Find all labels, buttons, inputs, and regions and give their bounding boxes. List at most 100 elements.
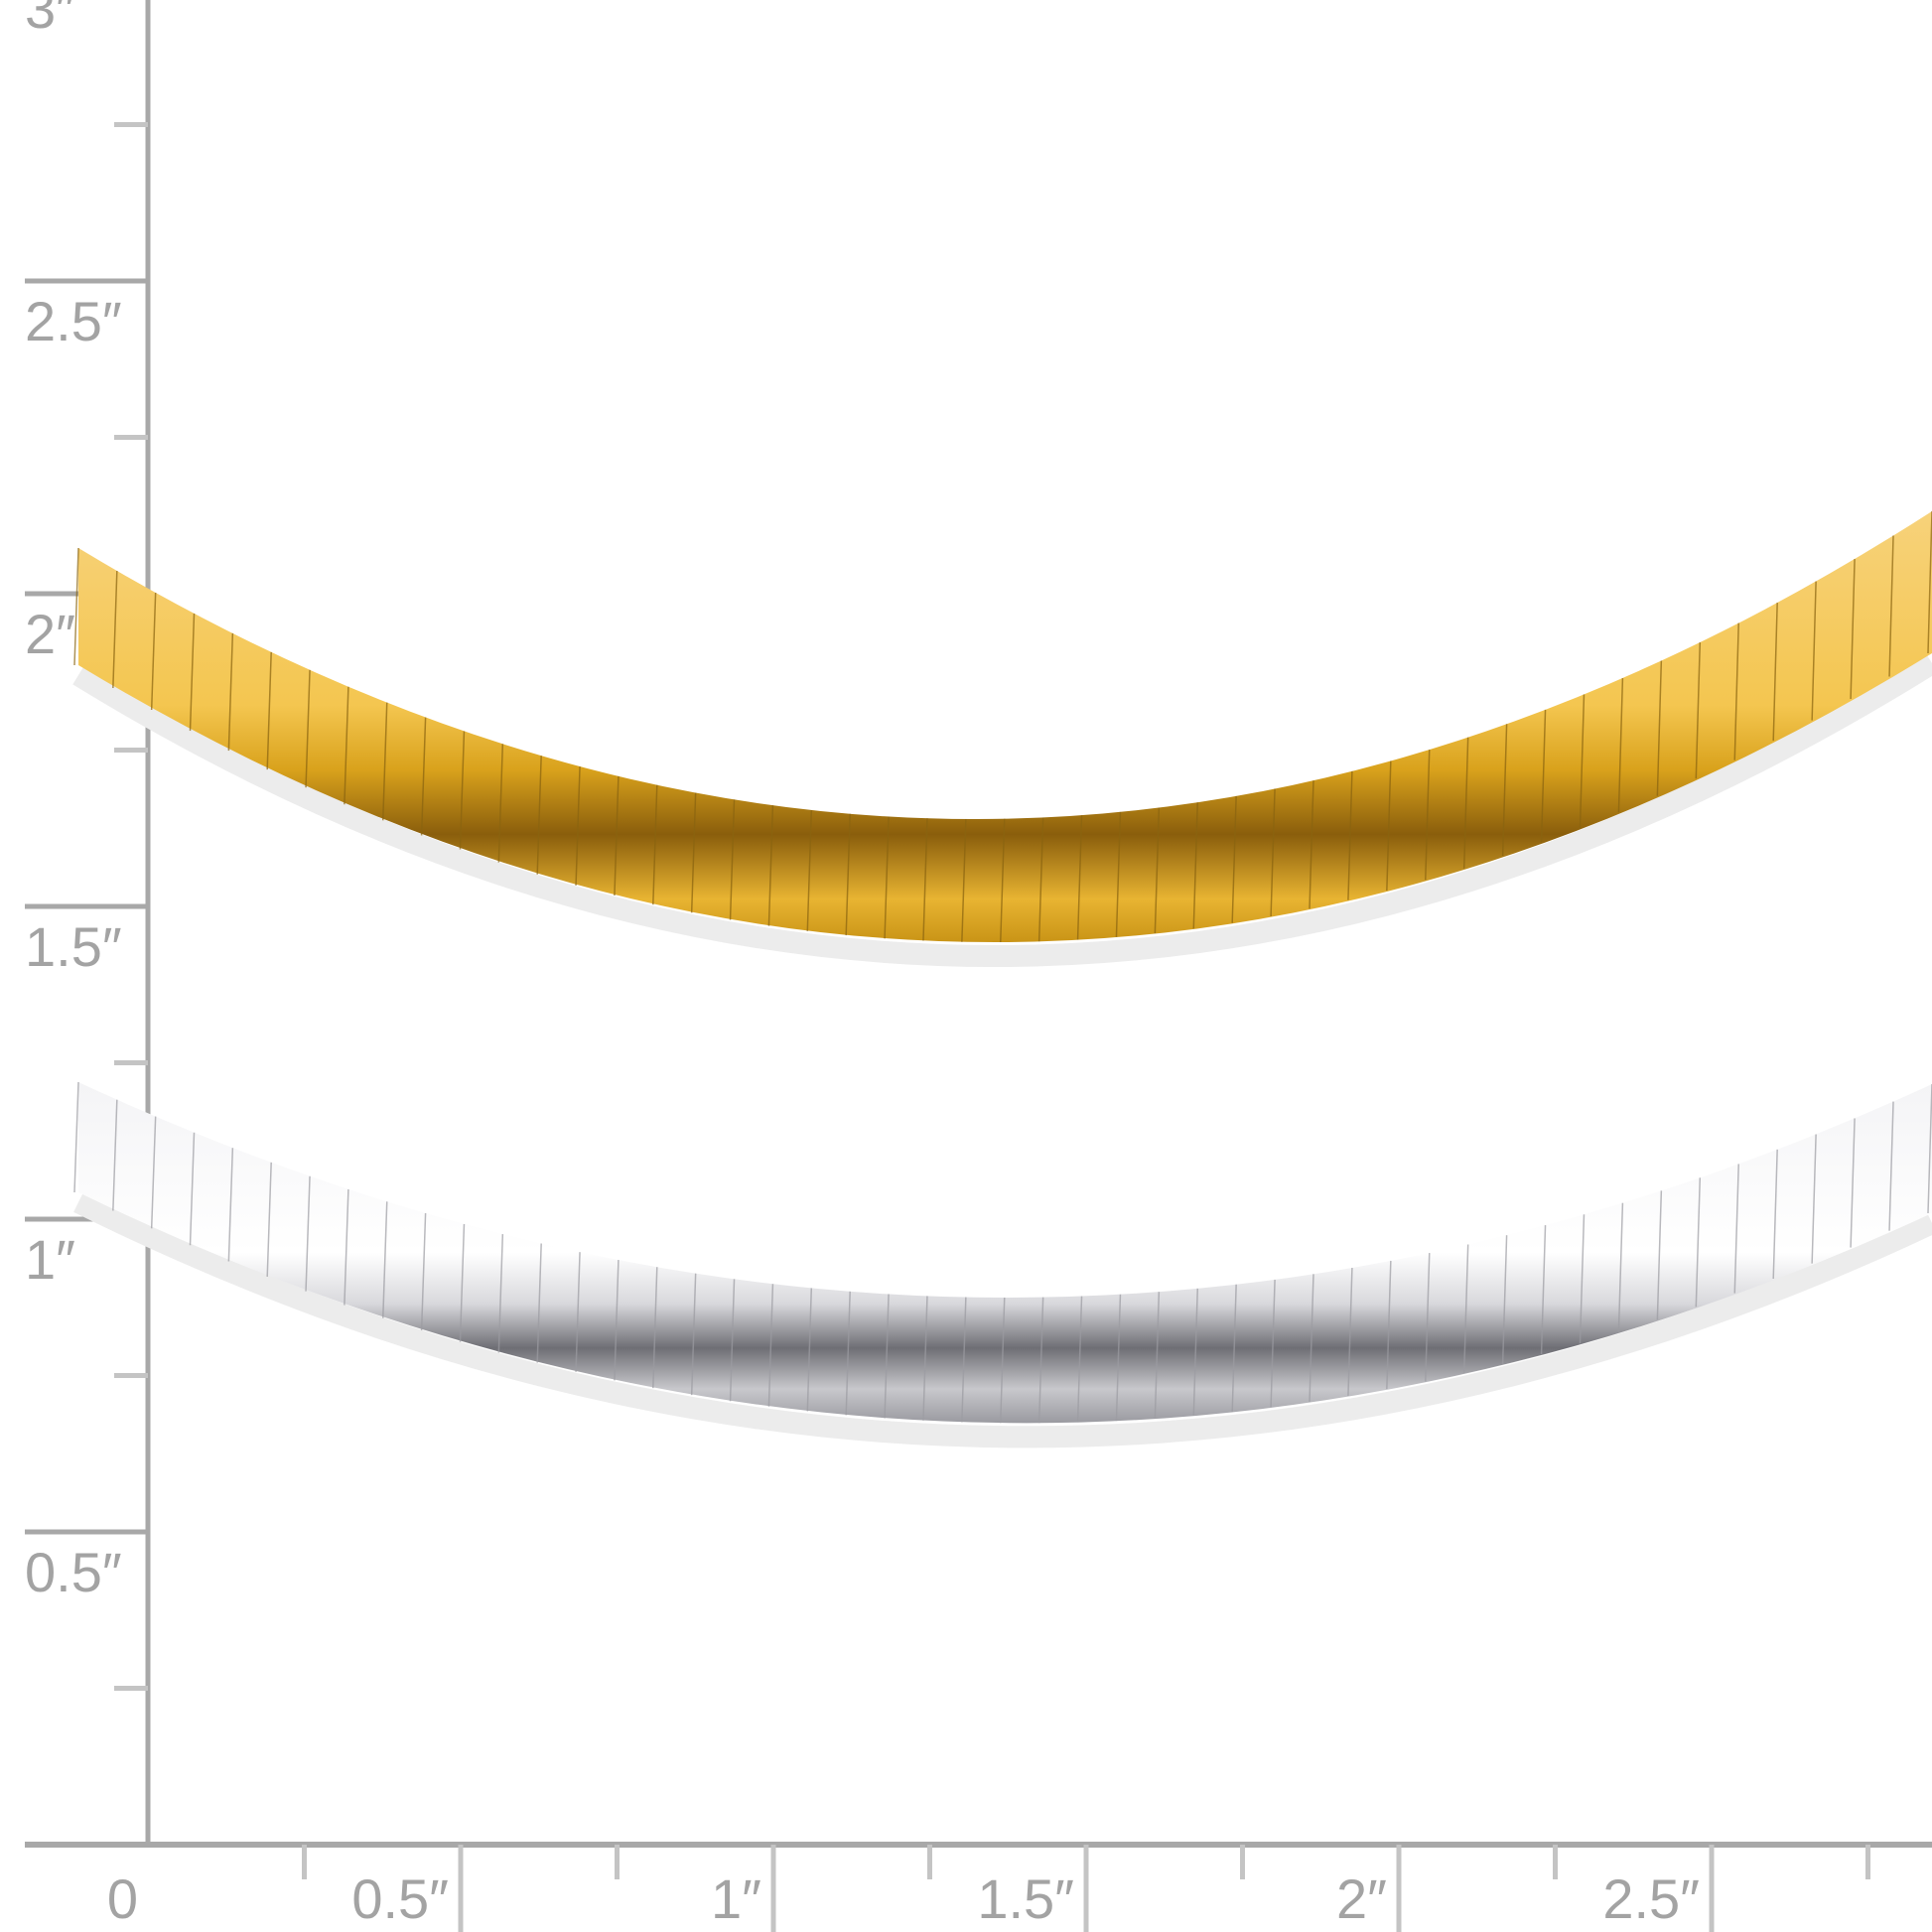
necklace-shadow <box>72 653 1932 967</box>
necklace-link-segment <box>344 686 349 805</box>
necklace-link-segment <box>382 702 388 821</box>
necklace-link-segment <box>1927 510 1932 654</box>
necklace-link-segment <box>922 1296 928 1421</box>
necklace-link-segment <box>1000 818 1006 943</box>
necklace-link-segment <box>1733 1164 1739 1294</box>
necklace-link-segment <box>305 1175 311 1292</box>
necklace-link-segment <box>652 784 658 905</box>
necklace-link-segment <box>1579 1214 1586 1344</box>
necklace-link-segment <box>1501 724 1508 857</box>
necklace-link-segment <box>1076 1296 1083 1423</box>
necklace-link-segment <box>1076 815 1083 940</box>
necklace-link-segment <box>1309 1274 1314 1403</box>
necklace-link-segment <box>1656 1190 1663 1320</box>
necklace-link-segment <box>1231 1284 1237 1413</box>
necklace-link-segment <box>1927 1083 1932 1214</box>
necklace-link-segment <box>1386 760 1392 892</box>
necklace-link-segment <box>1270 1279 1276 1408</box>
necklace-link-segment <box>1540 709 1547 843</box>
ruler-horizontal-label: 1.5″ <box>977 1867 1074 1930</box>
necklace-link-segment <box>1850 559 1856 700</box>
necklace-link-segment <box>1270 788 1276 917</box>
ruler-horizontal-label: 2″ <box>1336 1867 1387 1930</box>
necklace-link-segment <box>73 1081 79 1193</box>
necklace-link-segment <box>845 813 851 936</box>
necklace-link-segment <box>922 818 928 941</box>
necklace-link-segment <box>150 1116 157 1229</box>
necklace-link-segment <box>1425 1253 1431 1382</box>
necklace-link-segment <box>1037 1297 1044 1424</box>
necklace-link-segment <box>652 1267 658 1389</box>
necklace-link-segment <box>189 613 196 732</box>
necklace-link-segment <box>1888 1101 1894 1231</box>
ruler-vertical-label: 1.5″ <box>25 915 122 978</box>
necklace-link-segment <box>1192 802 1199 929</box>
necklace-link-segment <box>305 669 311 788</box>
necklace-link-segment <box>884 1294 890 1419</box>
necklace-link-segment <box>1540 1225 1547 1354</box>
necklace-link-segment <box>536 756 542 875</box>
necklace-link-segment <box>497 1234 504 1353</box>
necklace-link-segment <box>961 1297 967 1423</box>
necklace-link-segment <box>690 792 697 913</box>
necklace-link-segment <box>1309 780 1314 909</box>
necklace-link-segment <box>1000 1297 1006 1424</box>
necklace-link-segment <box>73 547 79 666</box>
necklace-link-segment <box>266 1162 272 1277</box>
necklace-link-segment <box>227 1148 234 1262</box>
necklace-link-segment <box>806 809 813 931</box>
necklace-link-segment <box>1695 642 1702 779</box>
necklace-link-segment <box>420 717 427 836</box>
necklace-link-segment <box>1811 581 1817 721</box>
necklace-link-segment <box>1231 795 1237 923</box>
necklace-link-segment <box>806 1288 813 1412</box>
necklace-link-segment <box>1617 1202 1624 1332</box>
necklace-link-segment <box>420 1212 427 1331</box>
necklace-link-segment <box>1154 807 1161 934</box>
necklace-link-segment <box>767 805 774 926</box>
necklace-link-segment <box>1192 1288 1199 1416</box>
necklace-link-segment <box>1462 1244 1469 1374</box>
necklace-link-segment <box>1617 677 1624 813</box>
necklace-link-segment <box>1386 1260 1392 1390</box>
necklace-link-segment <box>884 816 890 939</box>
necklace-link-segment <box>961 818 967 942</box>
ruler-vertical-label: 2.5″ <box>25 290 122 352</box>
silver-omega-necklace <box>73 1081 1932 1449</box>
necklace-link-segment <box>1772 1149 1778 1280</box>
necklace-link-segment <box>575 1252 581 1372</box>
necklace-link-segment <box>845 1291 851 1416</box>
necklace-shadow <box>73 1192 1932 1449</box>
ruler-horizontal-label: 1″ <box>711 1867 761 1930</box>
necklace-link-segment <box>227 632 234 752</box>
necklace-link-segment <box>1347 770 1353 900</box>
necklace-link-segment <box>1733 622 1739 760</box>
necklace-link-segment <box>382 1201 388 1318</box>
necklace-link-segment <box>1425 750 1431 881</box>
necklace-link-segment <box>1579 694 1586 828</box>
necklace-link-segment <box>1037 817 1044 942</box>
necklace-link-segment <box>729 1279 736 1402</box>
necklace-band <box>78 511 1932 943</box>
necklace-link-segment <box>266 651 272 770</box>
necklace-link-segment <box>150 592 157 711</box>
necklace-link-segment <box>1347 1267 1353 1397</box>
ruler-horizontal-label: 0.5″ <box>351 1867 449 1930</box>
necklace-link-segment <box>614 1260 620 1381</box>
necklace-link-segment <box>1501 1235 1508 1364</box>
necklace-link-segment <box>1462 737 1469 869</box>
necklace-link-segment <box>1154 1292 1161 1419</box>
necklace-link-segment <box>189 1132 196 1246</box>
ruler-horizontal-label: 2.5″ <box>1602 1867 1700 1930</box>
necklace-link-segment <box>459 1223 466 1342</box>
necklace-link-segment <box>575 766 581 886</box>
necklace-link-segment <box>729 799 736 920</box>
ruler-vertical-label: 2″ <box>25 603 75 665</box>
necklace-link-segment <box>536 1243 542 1363</box>
ruler-vertical-label: 3″ <box>25 0 75 40</box>
measurement-ruler <box>25 0 1932 1932</box>
necklace-link-segment <box>497 744 504 863</box>
gold-omega-necklace <box>72 510 1932 967</box>
necklace-link-segment <box>112 1099 118 1211</box>
